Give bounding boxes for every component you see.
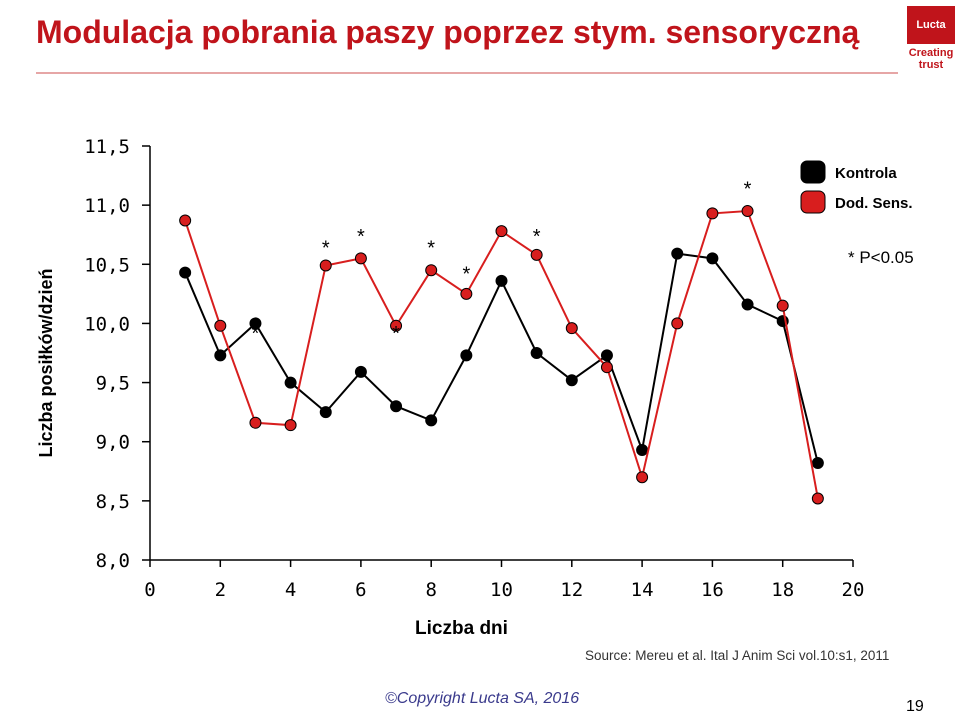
data-point-kontrola	[706, 252, 719, 265]
series-kontrola	[179, 247, 824, 470]
data-point-kontrola	[390, 400, 403, 413]
series-dod-sens	[179, 205, 824, 505]
significance-asterisk: *	[392, 323, 400, 345]
significance-asterisk: *	[322, 238, 330, 260]
data-point-dod-sens	[811, 492, 824, 505]
data-point-dod-sens	[776, 299, 789, 312]
significance-asterisk: *	[744, 178, 752, 200]
x-tick-label: 12	[560, 579, 583, 601]
x-tick-label: 20	[842, 579, 865, 601]
significance-note: * P<0.05	[848, 248, 914, 267]
series-line-dod-sens	[184, 210, 819, 499]
x-tick-label: 4	[285, 579, 296, 601]
logo-tagline: Creating trust	[908, 47, 954, 71]
y-tick-label: 8,0	[96, 550, 130, 572]
significance-markers: * * * * * * * *	[252, 178, 752, 344]
x-tick-label: 14	[631, 579, 654, 601]
y-tick-label: 11,0	[84, 195, 130, 217]
y-tick-label: 11,5	[84, 136, 130, 158]
data-point-kontrola	[319, 406, 332, 419]
data-point-kontrola	[811, 457, 824, 470]
data-point-dod-sens	[671, 317, 684, 330]
y-tick-label: 8,5	[96, 491, 130, 513]
data-point-dod-sens	[600, 361, 613, 374]
significance-asterisk: *	[427, 238, 435, 260]
data-point-dod-sens	[284, 419, 297, 432]
data-point-kontrola	[249, 317, 262, 330]
data-point-dod-sens	[354, 252, 367, 265]
data-point-kontrola	[425, 414, 438, 427]
x-tick-label: 18	[771, 579, 794, 601]
logo-box: Lucta	[907, 6, 955, 44]
legend-swatch-dod-sens	[800, 190, 826, 214]
y-axis-label: Liczba posiłków/dzień	[36, 268, 56, 457]
data-point-kontrola	[565, 374, 578, 387]
data-point-dod-sens	[460, 287, 473, 300]
significance-asterisk: *	[533, 226, 541, 248]
data-point-kontrola	[460, 349, 473, 362]
x-tick-label: 8	[425, 579, 436, 601]
data-point-kontrola	[214, 349, 227, 362]
data-point-kontrola	[354, 365, 367, 378]
data-point-dod-sens	[741, 205, 754, 218]
data-point-kontrola	[179, 266, 192, 279]
data-point-kontrola	[600, 349, 613, 362]
legend-label-dod-sens: Dod. Sens.	[835, 195, 913, 212]
x-tick-label: 0	[144, 579, 155, 601]
x-tick-label: 2	[215, 579, 226, 601]
data-point-dod-sens	[319, 259, 332, 272]
data-point-kontrola	[636, 443, 649, 456]
chart-legend: Kontrola Dod. Sens.	[800, 160, 913, 214]
source-citation: Source: Mereu et al. Ital J Anim Sci vol…	[585, 648, 890, 663]
data-point-kontrola	[495, 274, 508, 287]
chart-axes: 8,0 8,5 9,0 9,5 10,0 10,5 11,0 11,5 0 2 4 6 8 10 12 14 1…	[84, 136, 864, 601]
significance-asterisk: *	[252, 323, 260, 345]
data-point-dod-sens	[636, 471, 649, 484]
data-point-dod-sens	[425, 264, 438, 277]
data-point-kontrola	[530, 347, 543, 359]
data-point-dod-sens	[706, 207, 719, 220]
legend-label-kontrola: Kontrola	[835, 165, 897, 182]
copyright-text: ©Copyright Lucta SA, 2016	[385, 690, 580, 707]
title-divider	[36, 72, 898, 74]
data-point-dod-sens	[565, 322, 578, 335]
y-tick-label: 9,5	[96, 373, 130, 395]
data-point-dod-sens	[249, 416, 262, 429]
y-tick-label: 10,5	[84, 254, 130, 276]
x-tick-label: 6	[355, 579, 366, 601]
page-title: Modulacja pobrania paszy poprzez stym. s…	[36, 14, 860, 50]
data-point-kontrola	[284, 376, 297, 389]
significance-asterisk: *	[357, 226, 365, 248]
significance-asterisk: *	[462, 264, 470, 286]
y-tick-label: 9,0	[96, 432, 130, 454]
legend-swatch-kontrola	[800, 160, 826, 184]
data-point-dod-sens	[214, 319, 227, 332]
x-tick-label: 10	[490, 579, 513, 601]
x-axis-label: Liczba dni	[415, 618, 508, 639]
lucta-logo: Lucta Creating trust	[905, 6, 957, 74]
page-number: 19	[906, 698, 924, 715]
chart-series	[179, 205, 824, 505]
data-point-dod-sens	[495, 225, 508, 238]
x-tick-label: 16	[701, 579, 724, 601]
data-point-dod-sens	[179, 214, 192, 227]
data-point-kontrola	[671, 247, 684, 260]
data-point-dod-sens	[390, 319, 403, 332]
data-point-dod-sens	[530, 248, 543, 261]
y-tick-label: 10,0	[84, 313, 130, 335]
data-point-kontrola	[741, 298, 754, 311]
